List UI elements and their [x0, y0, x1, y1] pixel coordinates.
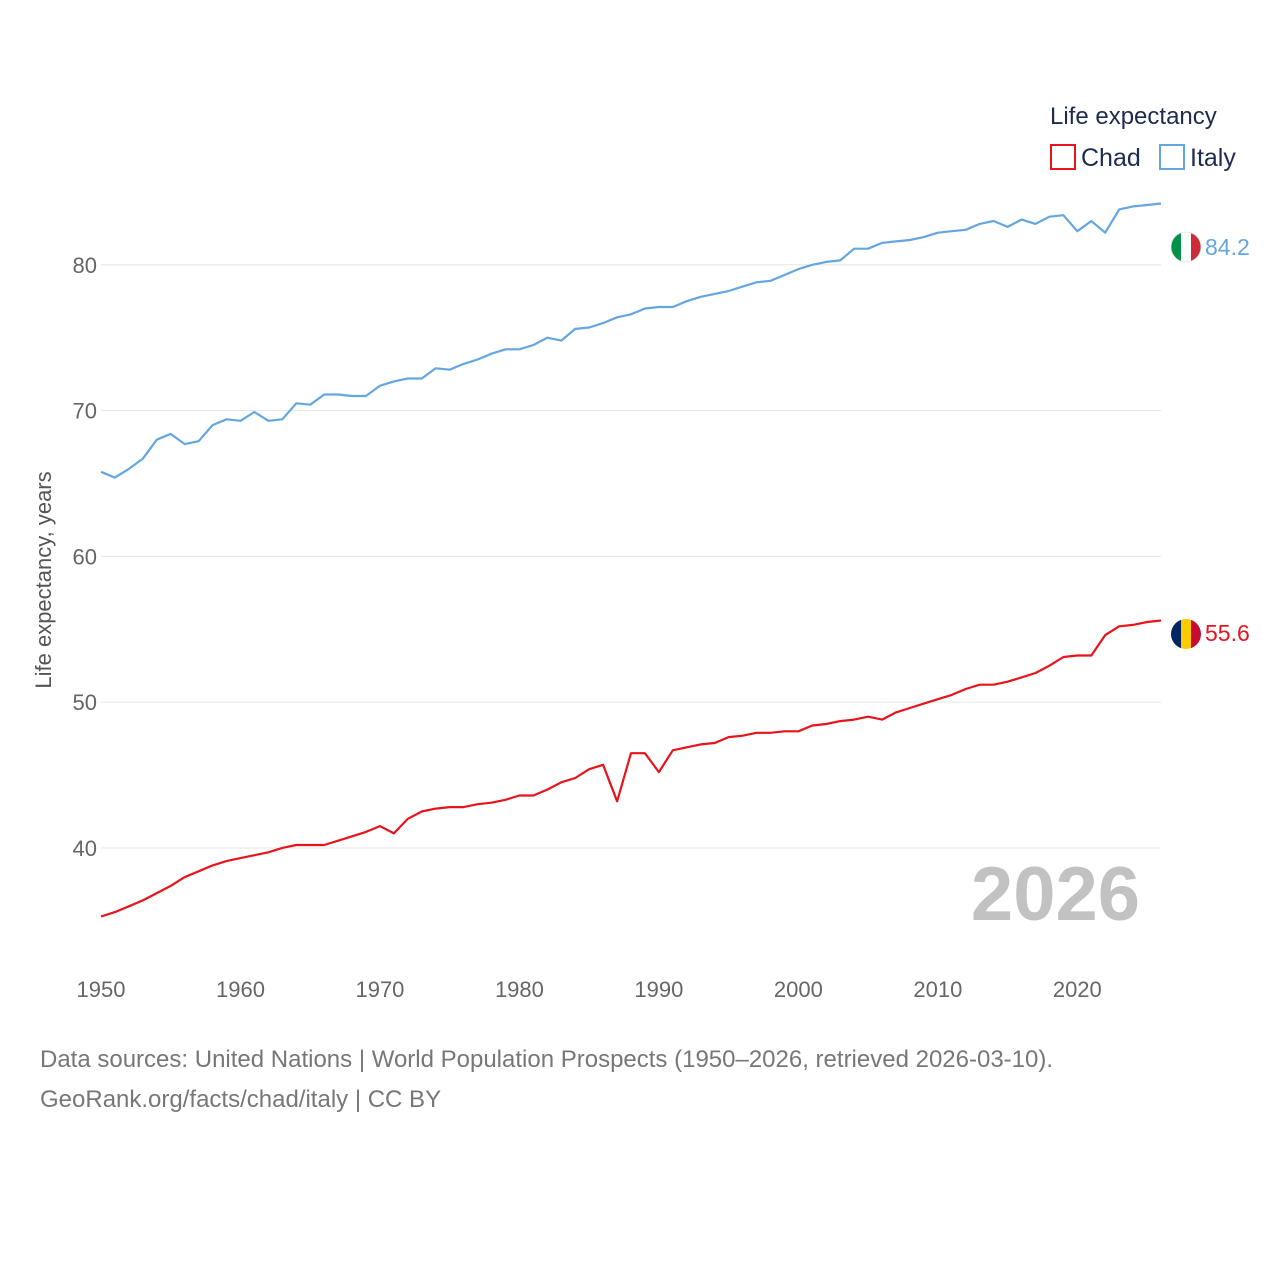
y-tick-label: 60 — [73, 544, 97, 569]
y-tick-label: 40 — [73, 836, 97, 861]
data-sources-note: Data sources: United Nations | World Pop… — [40, 1046, 1054, 1073]
end-label-chad: 55.6 — [1205, 620, 1250, 646]
italy-flag-icon — [1171, 232, 1201, 262]
legend-title: Life expectancy — [1050, 103, 1217, 130]
x-tick-label: 1980 — [495, 977, 544, 1002]
end-label-italy: 84.2 — [1205, 234, 1250, 260]
x-tick-label: 1990 — [634, 977, 683, 1002]
legend-label-chad[interactable]: Chad — [1081, 144, 1141, 172]
x-tick-label: 1950 — [77, 977, 126, 1002]
source-credit-link[interactable]: GeoRank.org/facts/chad/italy | CC BY — [40, 1086, 442, 1113]
x-tick-label: 1970 — [355, 977, 404, 1002]
current-year-label: 2026 — [971, 852, 1140, 937]
series-line-italy[interactable] — [100, 202, 1162, 479]
y-tick-label: 80 — [73, 253, 97, 278]
y-tick-label: 70 — [73, 399, 97, 424]
chad-flag-icon — [1171, 619, 1201, 649]
y-axis-label: Life expectancy, years — [31, 471, 56, 688]
legend-label-italy[interactable]: Italy — [1190, 144, 1236, 172]
x-tick-label: 2010 — [913, 977, 962, 1002]
legend-swatch-italy[interactable] — [1159, 144, 1185, 170]
series-line-chad[interactable] — [100, 619, 1162, 918]
y-tick-label: 50 — [73, 690, 97, 715]
line-chart: 40 50 60 70 80 1950 1960 1970 1980 1990 2000 2010 2… — [31, 103, 1250, 1002]
x-tick-label: 2000 — [774, 977, 823, 1002]
x-tick-label: 2020 — [1053, 977, 1102, 1002]
legend: Life expectancy Chad Italy — [1050, 103, 1236, 172]
x-tick-label: 1960 — [216, 977, 265, 1002]
legend-swatch-chad[interactable] — [1050, 144, 1076, 170]
